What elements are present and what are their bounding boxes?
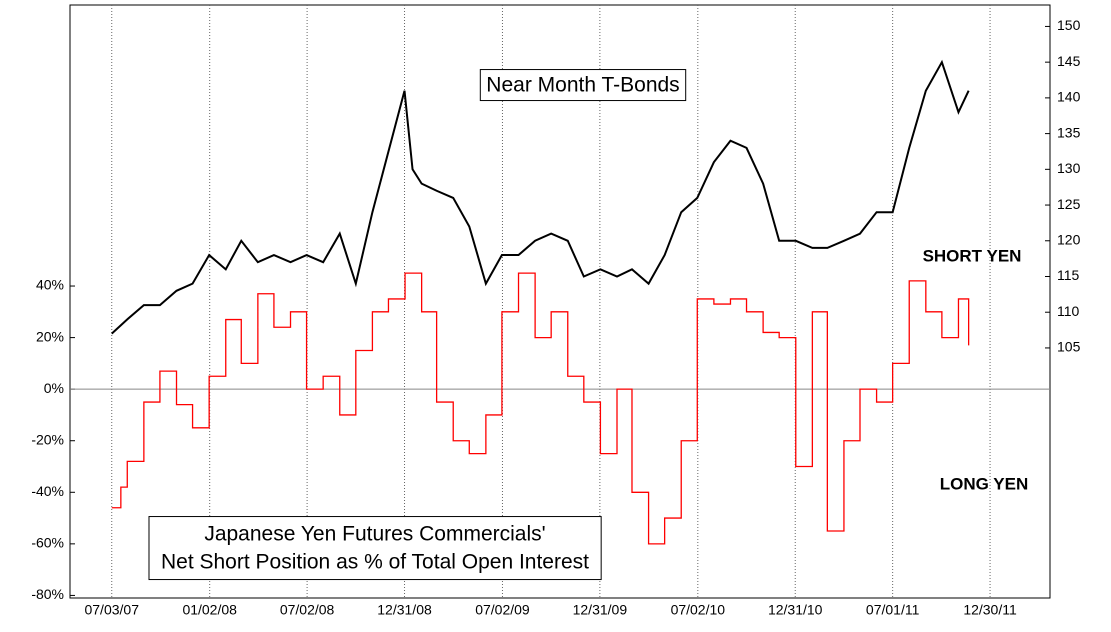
annotation: Japanese Yen Futures Commercials' — [204, 523, 545, 546]
series-line — [111, 59, 970, 335]
x-tick-label: 07/02/10 — [671, 602, 726, 618]
x-tick-label: 01/02/08 — [182, 602, 237, 618]
x-tick-label: 07/01/11 — [866, 602, 920, 618]
series-line — [111, 272, 970, 545]
y2-tick-label: 115 — [1057, 267, 1080, 283]
annotation-box — [479, 69, 687, 102]
y-tick-label: 0% — [44, 380, 64, 396]
y-tick-label: 20% — [36, 328, 64, 344]
annotation: Net Short Position as % of Total Open In… — [161, 551, 589, 574]
annotation: LONG YEN — [940, 474, 1028, 493]
y2-tick-label: 150 — [1057, 17, 1081, 33]
x-tick-label: 12/31/08 — [377, 602, 432, 618]
y-tick-label: -20% — [31, 431, 64, 447]
plot-frame — [69, 4, 1051, 599]
x-tick-label: 12/31/10 — [768, 602, 823, 618]
annotation-box — [148, 516, 602, 581]
x-tick-label: 07/02/09 — [475, 602, 530, 618]
x-tick-label: 07/02/08 — [280, 602, 335, 618]
y2-tick-label: 140 — [1057, 89, 1081, 105]
annotation: SHORT YEN — [923, 246, 1022, 265]
y-tick-label: -80% — [31, 586, 64, 602]
x-tick-label: 12/30/11 — [963, 602, 1017, 618]
y-tick-label: -60% — [31, 535, 64, 551]
y2-tick-label: 110 — [1057, 303, 1080, 319]
y2-tick-label: 130 — [1057, 160, 1081, 176]
y2-tick-label: 135 — [1057, 124, 1081, 140]
annotation: Near Month T-Bonds — [486, 74, 679, 97]
y-tick-label: -40% — [31, 483, 64, 499]
x-tick-label: 12/31/09 — [573, 602, 628, 618]
y2-tick-label: 125 — [1057, 196, 1081, 212]
y2-tick-label: 120 — [1057, 231, 1081, 247]
x-tick-label: 07/03/07 — [84, 602, 139, 618]
y2-tick-label: 105 — [1057, 339, 1081, 355]
y2-tick-label: 145 — [1057, 53, 1081, 69]
y-tick-label: 40% — [36, 277, 64, 293]
